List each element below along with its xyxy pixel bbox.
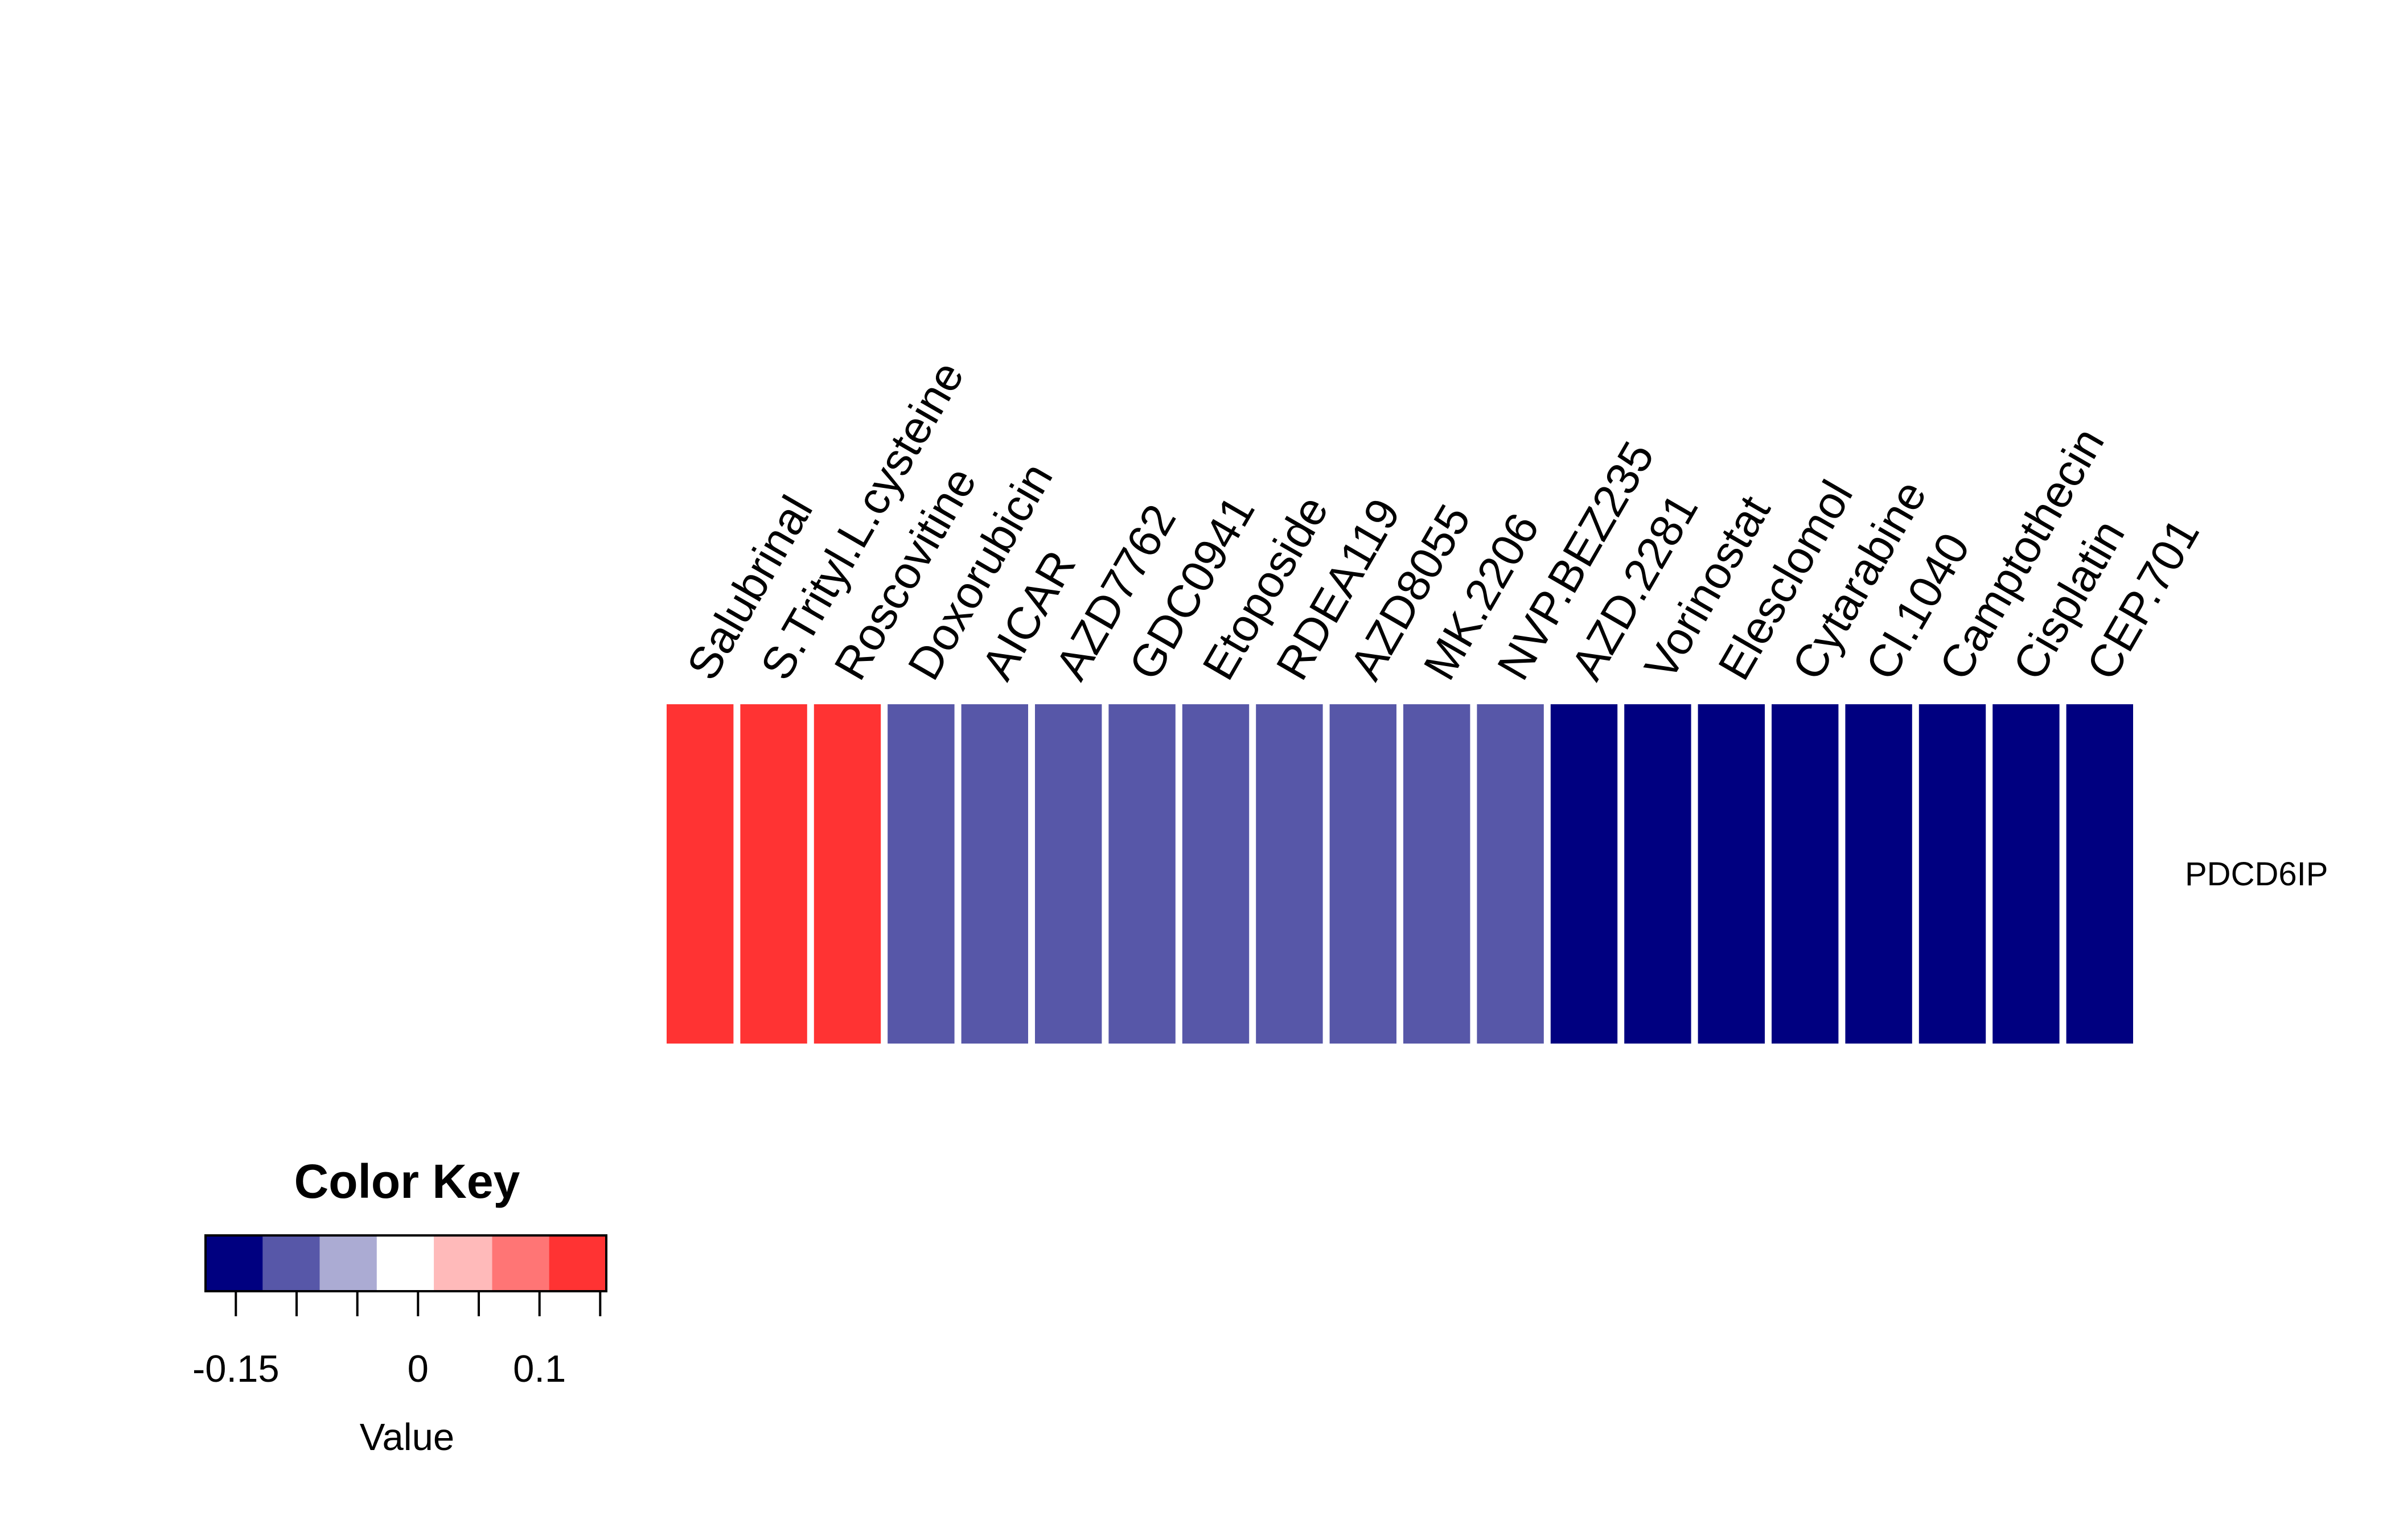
- heatmap-cell: [1772, 704, 1839, 1044]
- color-key-swatch: [492, 1235, 550, 1291]
- color-key-xlabel: Value: [360, 1416, 454, 1459]
- heatmap-cell: [1477, 704, 1544, 1044]
- heatmap-cell: [814, 704, 881, 1044]
- color-key-swatch: [319, 1235, 377, 1291]
- heatmap-cell: [667, 704, 734, 1044]
- heatmap-cell: [740, 704, 807, 1044]
- color-key-ticks: -0.15 0 0.1: [192, 1291, 602, 1390]
- heatmap-cell: [1624, 704, 1691, 1044]
- heatmap-cell: [888, 704, 955, 1044]
- color-key-tick-label: 0.1: [513, 1348, 566, 1390]
- heatmap-cell: [1256, 704, 1323, 1044]
- column-labels: SalubrinalS.Trityl.L.cysteineRoscovitine…: [677, 353, 2209, 688]
- color-key: Color Key -0.15 0 0.1 Value: [192, 1155, 607, 1459]
- heatmap-cell: [1182, 704, 1250, 1044]
- heatmap-cell: [961, 704, 1028, 1044]
- color-key-title: Color Key: [294, 1155, 520, 1208]
- heatmap-cell: [1918, 704, 1986, 1044]
- heatmap-cells: [667, 704, 2133, 1044]
- color-key-swatch: [262, 1235, 321, 1291]
- color-key-tick-label: 0: [408, 1348, 429, 1390]
- heatmap-cell: [1035, 704, 1102, 1044]
- color-key-bar: [204, 1234, 607, 1292]
- color-key-swatch: [376, 1235, 434, 1291]
- heatmap-cell: [2066, 704, 2133, 1044]
- heatmap-cell: [1550, 704, 1618, 1044]
- heatmap-cell: [1403, 704, 1470, 1044]
- row-label: PDCD6IP: [2185, 856, 2328, 893]
- color-key-tick-label: -0.15: [192, 1348, 280, 1390]
- color-key-swatch: [206, 1235, 263, 1291]
- heatmap-cell: [1845, 704, 1912, 1044]
- heatmap-cell: [1108, 704, 1176, 1044]
- color-key-swatch: [549, 1235, 607, 1291]
- heatmap-cell: [1992, 704, 2060, 1044]
- heatmap-cell: [1329, 704, 1396, 1044]
- color-key-border: [204, 1234, 607, 1292]
- row-labels: PDCD6IP: [2185, 856, 2328, 893]
- heatmap-cell: [1698, 704, 1765, 1044]
- color-key-swatch: [434, 1235, 492, 1291]
